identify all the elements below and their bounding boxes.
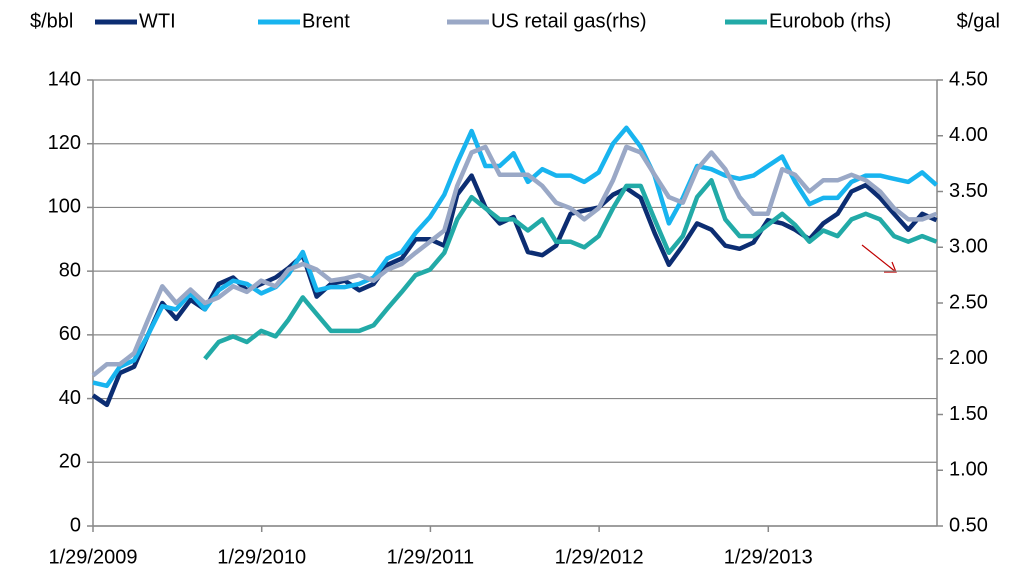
y2-tick-label: 2.00 xyxy=(949,347,988,369)
x-tick-label: 1/29/2013 xyxy=(724,546,813,568)
y2-tick-label: 3.00 xyxy=(949,236,988,258)
legend-label: Brent xyxy=(302,10,350,32)
y-tick-label: 0 xyxy=(70,514,81,536)
y-tick-label: 120 xyxy=(48,132,81,154)
y-tick-label: 140 xyxy=(48,68,81,90)
x-tick-label: 1/29/2012 xyxy=(555,546,644,568)
legend-label: WTI xyxy=(139,10,176,32)
x-tick-label: 1/29/2010 xyxy=(217,546,306,568)
x-tick-label: 1/29/2009 xyxy=(49,546,138,568)
y2-tick-label: 0.50 xyxy=(949,514,988,536)
series-line xyxy=(91,173,938,408)
y-tick-label: 80 xyxy=(59,259,81,281)
y2-tick-label: 1.00 xyxy=(949,459,988,481)
y-tick-label: 60 xyxy=(59,323,81,345)
y-tick-label: 20 xyxy=(59,451,81,473)
legend-label: US retail gas(rhs) xyxy=(491,10,647,32)
legend-label: Eurobob (rhs) xyxy=(769,10,891,32)
y2-tick-label: 4.50 xyxy=(949,68,988,90)
y2-tick-label: 1.50 xyxy=(949,403,988,425)
y2-tick-label: 4.00 xyxy=(949,124,988,146)
y2-tick-label: 2.50 xyxy=(949,291,988,313)
y2-tick-label: 3.50 xyxy=(949,180,988,202)
y2-axis-label: $/gal xyxy=(957,10,1000,32)
y-tick-label: 40 xyxy=(59,387,81,409)
series-line xyxy=(92,125,938,389)
y-axis-label: $/bbl xyxy=(30,10,73,32)
annotation-arrow xyxy=(861,244,897,273)
y-tick-label: 100 xyxy=(48,196,81,218)
x-tick-label: 1/29/2011 xyxy=(387,546,475,568)
series-line xyxy=(91,144,938,378)
series-line xyxy=(203,178,938,361)
